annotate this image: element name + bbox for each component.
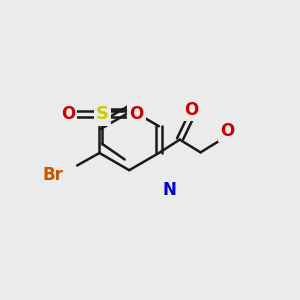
Text: O: O bbox=[184, 101, 199, 119]
Text: S: S bbox=[96, 105, 109, 123]
Text: N: N bbox=[162, 181, 176, 199]
Text: O: O bbox=[130, 105, 144, 123]
Text: O: O bbox=[220, 122, 234, 140]
Text: O: O bbox=[61, 105, 75, 123]
Text: Br: Br bbox=[43, 166, 64, 184]
